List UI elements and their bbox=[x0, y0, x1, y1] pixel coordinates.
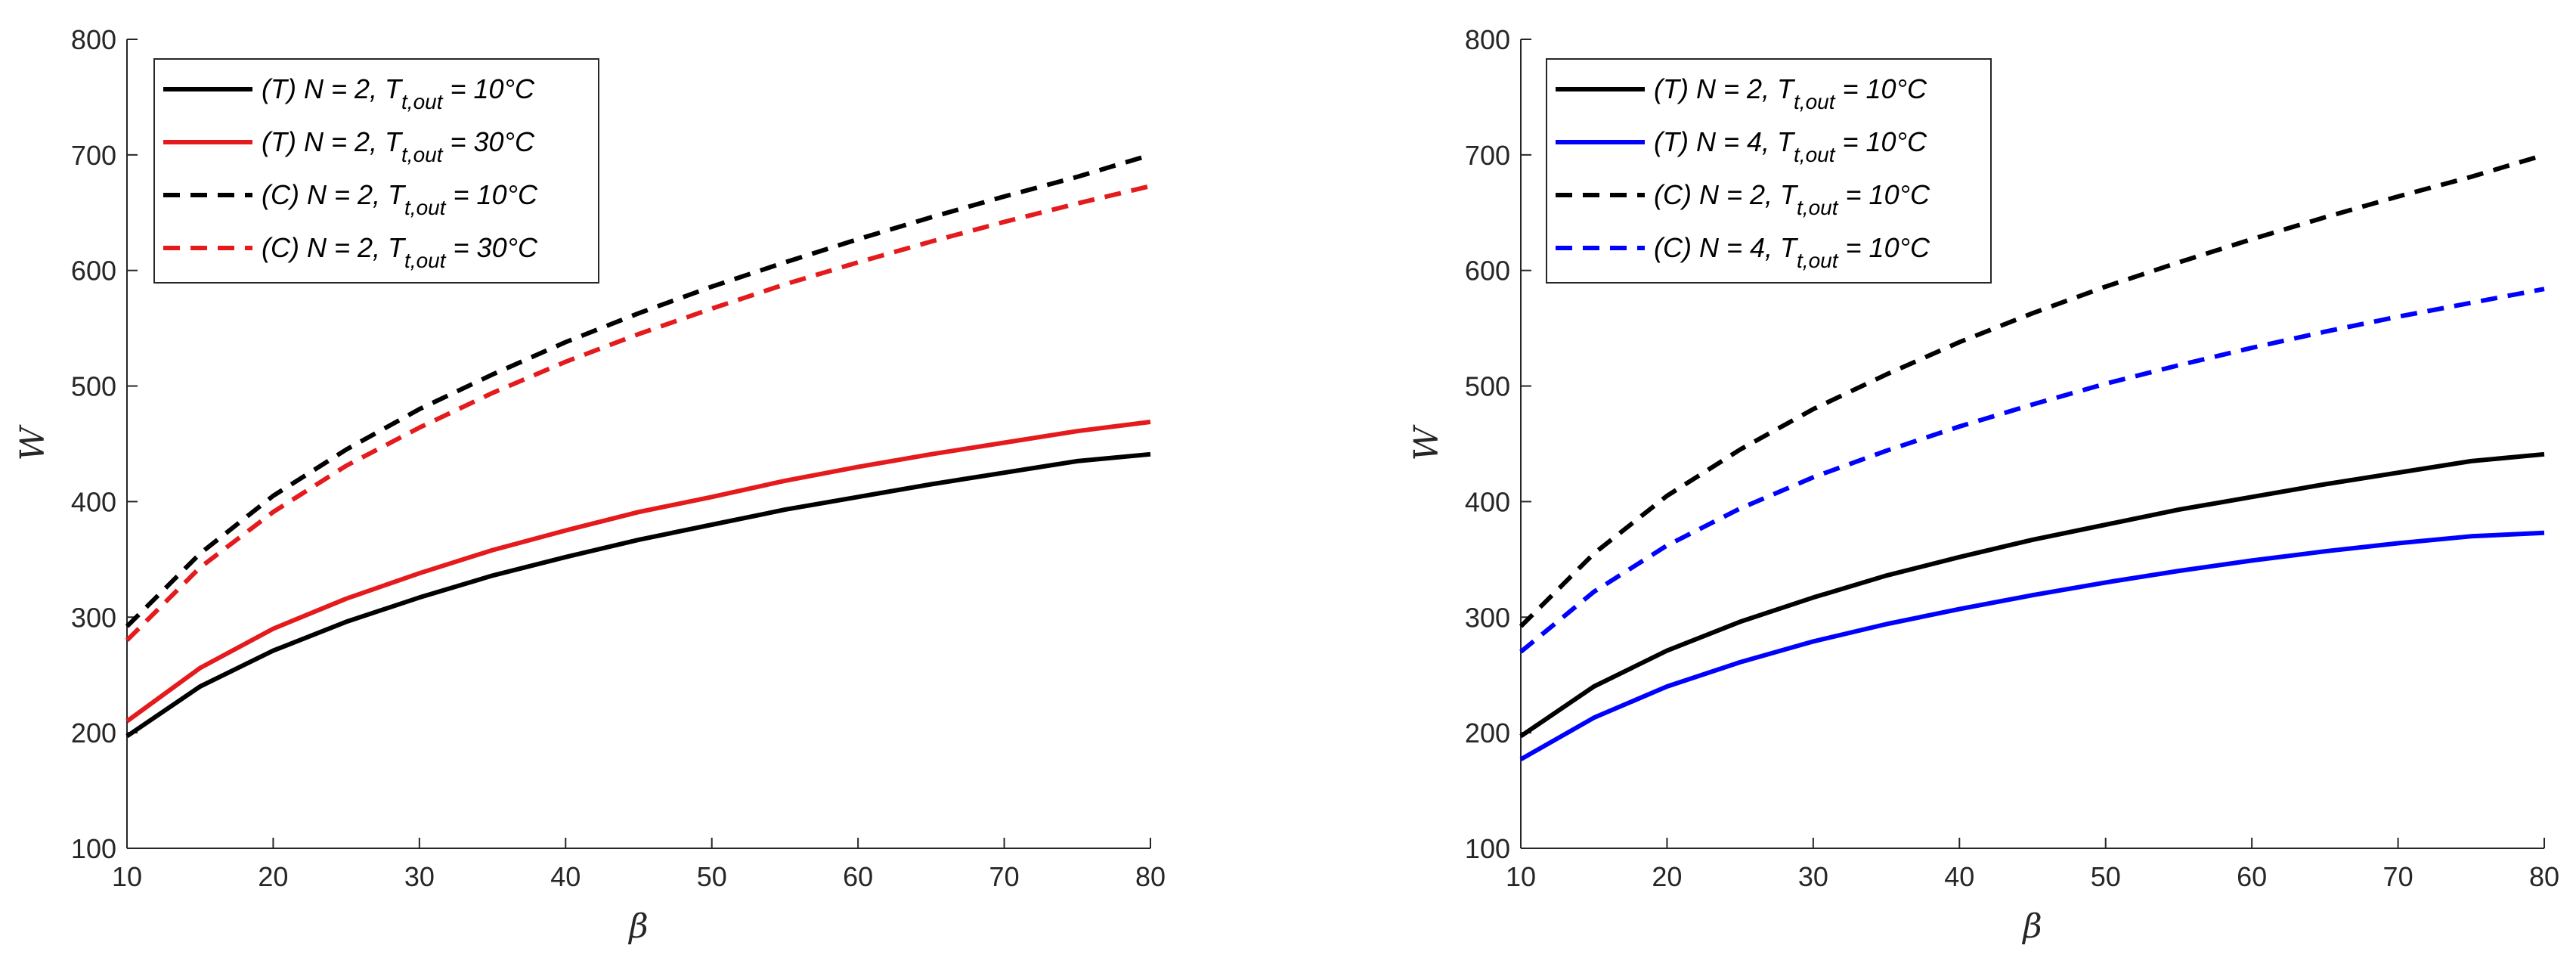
y-tick-label: 700 bbox=[71, 140, 116, 171]
y-axis-label: W bbox=[1407, 424, 1446, 461]
legend-label-value: = 10°C bbox=[1838, 179, 1930, 210]
x-tick-label: 30 bbox=[404, 861, 435, 892]
legend-label-main: (T) N = 2, T bbox=[262, 73, 404, 104]
x-tick-label: 40 bbox=[550, 861, 581, 892]
left-chart-panel: 10 20 30 40 50 60 70 80 100 200 300 400 500 600 700 800… bbox=[14, 24, 1166, 946]
right-chart-panel: 10 20 30 40 50 60 70 80 100 200 300 400 500 600 700 800… bbox=[1407, 24, 2559, 946]
legend-label-subscript: t,out bbox=[401, 143, 444, 166]
legend-label-subscript: t,out bbox=[404, 196, 447, 219]
x-tick-label: 80 bbox=[1135, 861, 1166, 892]
y-axis-label: W bbox=[14, 424, 52, 461]
legend-label-subscript: t,out bbox=[1797, 196, 1839, 219]
series-line-2 bbox=[125, 420, 1151, 724]
y-tick-label: 500 bbox=[71, 371, 116, 402]
legend-label-value: = 10°C bbox=[1835, 126, 1927, 157]
series-line-4 bbox=[1519, 287, 2545, 654]
legend-label-subscript: t,out bbox=[1797, 249, 1839, 272]
x-axis-label: β bbox=[2021, 907, 2042, 946]
series-line-1 bbox=[125, 451, 1151, 739]
y-tick-label: 100 bbox=[71, 833, 116, 864]
legend-label-value: = 30°C bbox=[446, 232, 538, 263]
x-tick-label: 10 bbox=[1506, 861, 1536, 892]
legend-label-2: (T) N = 2, Tt,out = 30°C bbox=[262, 126, 535, 166]
legend-label-subscript: t,out bbox=[404, 249, 447, 272]
y-tick-label: 200 bbox=[71, 718, 116, 748]
series-line-2 bbox=[1519, 530, 2545, 761]
x-tick-label: 20 bbox=[1652, 861, 1682, 892]
x-tick-label: 10 bbox=[112, 861, 142, 892]
legend-label-main: (T) N = 2, T bbox=[262, 126, 404, 157]
legend-label-2: (T) N = 4, Tt,out = 10°C bbox=[1654, 126, 1927, 166]
legend-label-main: (C) N = 2, T bbox=[262, 179, 407, 210]
x-tick-label: 70 bbox=[2383, 861, 2413, 892]
legend-label-4: (C) N = 2, Tt,out = 30°C bbox=[262, 232, 538, 272]
x-tick-label: 50 bbox=[2091, 861, 2121, 892]
legend-label-subscript: t,out bbox=[1794, 90, 1836, 113]
legend-label-value: = 10°C bbox=[1838, 232, 1930, 263]
x-tick-label: 30 bbox=[1798, 861, 1828, 892]
y-tick-label: 400 bbox=[71, 486, 116, 517]
x-tick-label: 20 bbox=[258, 861, 288, 892]
legend-label-value: = 10°C bbox=[443, 73, 535, 104]
legend-label-value: = 10°C bbox=[1835, 73, 1927, 104]
series-line-1 bbox=[1519, 451, 2545, 739]
y-tick-label: 600 bbox=[71, 256, 116, 287]
legend-label-subscript: t,out bbox=[1794, 143, 1836, 166]
legend-label-3: (C) N = 2, Tt,out = 10°C bbox=[1654, 179, 1930, 219]
legend-label-main: (C) N = 2, T bbox=[262, 232, 407, 263]
x-tick-label: 70 bbox=[989, 861, 1020, 892]
y-tick-label: 800 bbox=[71, 24, 116, 55]
legend-label-main: (T) N = 2, T bbox=[1654, 73, 1796, 104]
legend-box bbox=[1546, 58, 1992, 284]
legend-label-subscript: t,out bbox=[401, 90, 444, 113]
legend-label-1: (T) N = 2, Tt,out = 10°C bbox=[1654, 73, 1927, 113]
y-tick-label: 800 bbox=[1465, 24, 1510, 55]
y-tick-label: 600 bbox=[1465, 256, 1510, 287]
legend-label-value: = 10°C bbox=[446, 179, 538, 210]
legend: (T) N = 2, Tt,out = 10°C(T) N = 2, Tt,ou… bbox=[153, 58, 599, 284]
legend: (T) N = 2, Tt,out = 10°C(T) N = 4, Tt,ou… bbox=[1546, 58, 1992, 284]
legend-label-value: = 30°C bbox=[443, 126, 535, 157]
x-axis-label: β bbox=[627, 907, 648, 946]
legend-label-main: (C) N = 2, T bbox=[1654, 179, 1799, 210]
x-tick-label: 50 bbox=[697, 861, 727, 892]
y-tick-label: 500 bbox=[1465, 371, 1510, 402]
legend-label-main: (T) N = 4, T bbox=[1654, 126, 1796, 157]
series-line-3 bbox=[125, 153, 1151, 628]
series-line-3 bbox=[1519, 153, 2545, 628]
legend-label-4: (C) N = 4, Tt,out = 10°C bbox=[1654, 232, 1930, 272]
y-tick-label: 300 bbox=[71, 602, 116, 633]
y-tick-label: 700 bbox=[1465, 140, 1510, 171]
legend-label-1: (T) N = 2, Tt,out = 10°C bbox=[262, 73, 535, 113]
series-line-4 bbox=[125, 184, 1151, 643]
y-tick-label: 300 bbox=[1465, 602, 1510, 633]
x-tick-label: 60 bbox=[2237, 861, 2267, 892]
x-tick-label: 60 bbox=[843, 861, 873, 892]
legend-label-3: (C) N = 2, Tt,out = 10°C bbox=[262, 179, 538, 219]
x-tick-label: 40 bbox=[1944, 861, 1974, 892]
x-tick-label: 80 bbox=[2529, 861, 2559, 892]
y-tick-label: 100 bbox=[1465, 833, 1510, 864]
legend-label-main: (C) N = 4, T bbox=[1654, 232, 1799, 263]
legend-box bbox=[153, 58, 599, 284]
y-tick-label: 400 bbox=[1465, 486, 1510, 517]
y-tick-label: 200 bbox=[1465, 718, 1510, 748]
